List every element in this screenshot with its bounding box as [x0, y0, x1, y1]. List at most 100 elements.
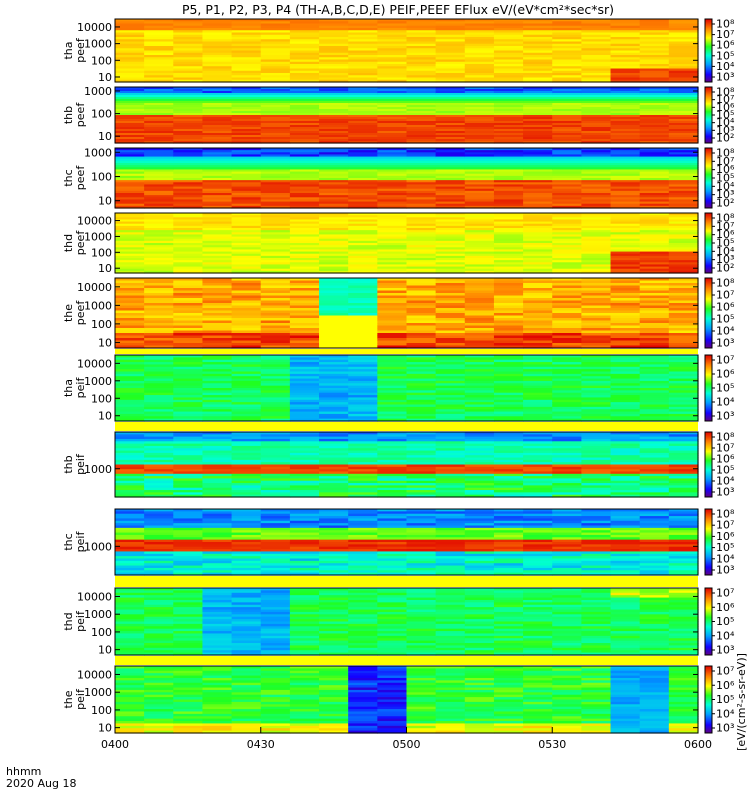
heatmap-cell [173, 362, 204, 366]
heatmap-cell [464, 542, 495, 545]
heatmap-cell [173, 121, 204, 124]
heatmap-cell [319, 93, 349, 96]
heatmap-cell [260, 201, 291, 205]
heatmap-cell [581, 558, 612, 562]
panel-y-label: the [62, 304, 75, 322]
heatmap-cell [319, 441, 349, 445]
y-tick-label: 100 [91, 318, 112, 331]
heatmap-cell [289, 310, 320, 314]
heatmap-cell [610, 236, 641, 240]
heatmap-cell [115, 270, 145, 274]
heatmap-cell [610, 364, 641, 368]
heatmap-cell [523, 213, 553, 216]
heatmap-cell [289, 638, 320, 642]
heatmap-cell [610, 462, 641, 466]
heatmap-cell [260, 485, 291, 489]
heatmap-cell [493, 443, 524, 447]
heatmap-cell [231, 416, 262, 420]
heatmap-cell [668, 107, 699, 110]
heatmap-cell [319, 186, 349, 190]
heatmap-cell [523, 516, 553, 520]
heatmap-cell [523, 373, 553, 377]
heatmap-cell [202, 154, 233, 158]
heatmap-cell [552, 290, 582, 294]
heatmap-cell [202, 236, 233, 240]
heatmap-cell [231, 266, 262, 270]
heatmap-cell [289, 409, 320, 413]
heatmap-cell [260, 494, 291, 498]
heatmap-cell [639, 399, 670, 403]
heatmap-cell [115, 399, 145, 403]
heatmap-cell [202, 553, 233, 557]
heatmap-cell [319, 539, 349, 543]
heatmap-cell [319, 609, 349, 613]
heatmap-cell [493, 156, 524, 160]
heatmap-cell [115, 300, 145, 304]
heatmap-cell [581, 364, 612, 368]
heatmap-cell [173, 213, 204, 216]
heatmap-cell [144, 436, 174, 440]
heatmap-cell [377, 464, 408, 468]
heatmap-cell [173, 203, 204, 207]
heatmap-cell [639, 567, 670, 571]
heatmap-cell [552, 77, 582, 81]
heatmap-cell [173, 388, 204, 391]
heatmap-cell [260, 546, 291, 550]
heatmap-cell [319, 611, 349, 615]
heatmap-cell [144, 318, 174, 322]
heatmap-cell [435, 19, 466, 22]
heatmap-cell [348, 315, 378, 319]
heatmap-cell [144, 652, 174, 656]
heatmap-cell [202, 293, 233, 297]
heatmap-cell [173, 190, 204, 194]
heatmap-cell [435, 340, 466, 344]
heatmap-cell [610, 52, 641, 56]
heatmap-cell [377, 485, 408, 489]
heatmap-cell [610, 558, 641, 562]
heatmap-cell [435, 199, 466, 203]
heatmap-cell [231, 109, 262, 112]
heatmap-cell [610, 438, 641, 442]
heatmap-cell [493, 89, 524, 92]
heatmap-cell [173, 167, 204, 171]
heatmap-cell [435, 509, 466, 512]
heatmap-cell [173, 117, 204, 120]
heatmap-cell [639, 385, 670, 389]
heatmap-cell [173, 462, 204, 466]
heatmap-cell [115, 441, 145, 445]
heatmap-cell [668, 305, 699, 309]
heatmap-cell [231, 205, 262, 209]
heatmap-cell [260, 373, 291, 377]
heatmap-cell [115, 406, 145, 410]
heatmap-cell [406, 595, 437, 599]
heatmap-cell [289, 325, 320, 329]
heatmap-cell [610, 490, 641, 493]
heatmap-cell [610, 466, 641, 470]
heatmap-cell [493, 57, 524, 61]
heatmap-cell [435, 455, 466, 459]
heatmap-cell [115, 333, 145, 337]
heatmap-cell [610, 487, 641, 491]
heatmap-cell [464, 450, 495, 454]
heatmap-cell [319, 572, 349, 576]
heatmap-cell [144, 340, 174, 344]
heatmap-cell [406, 190, 437, 194]
heatmap-cell [493, 264, 524, 268]
heatmap-cell [464, 513, 495, 517]
heatmap-cell [377, 303, 408, 307]
heatmap-cell [319, 635, 349, 639]
heatmap-cell [639, 165, 670, 168]
heatmap-cell [639, 404, 670, 408]
heatmap-cell [202, 87, 233, 90]
heatmap-cell [231, 182, 262, 186]
heatmap-cell [581, 518, 612, 522]
heatmap-cell [202, 266, 233, 270]
heatmap-cell [348, 320, 378, 324]
heatmap-cell [202, 139, 233, 142]
heatmap-cell [610, 445, 641, 449]
heatmap-cell [173, 323, 204, 327]
heatmap-cell [435, 464, 466, 468]
heatmap-cell [173, 450, 204, 454]
heatmap-cell [348, 476, 378, 480]
panel-y-label: peif [74, 531, 87, 553]
